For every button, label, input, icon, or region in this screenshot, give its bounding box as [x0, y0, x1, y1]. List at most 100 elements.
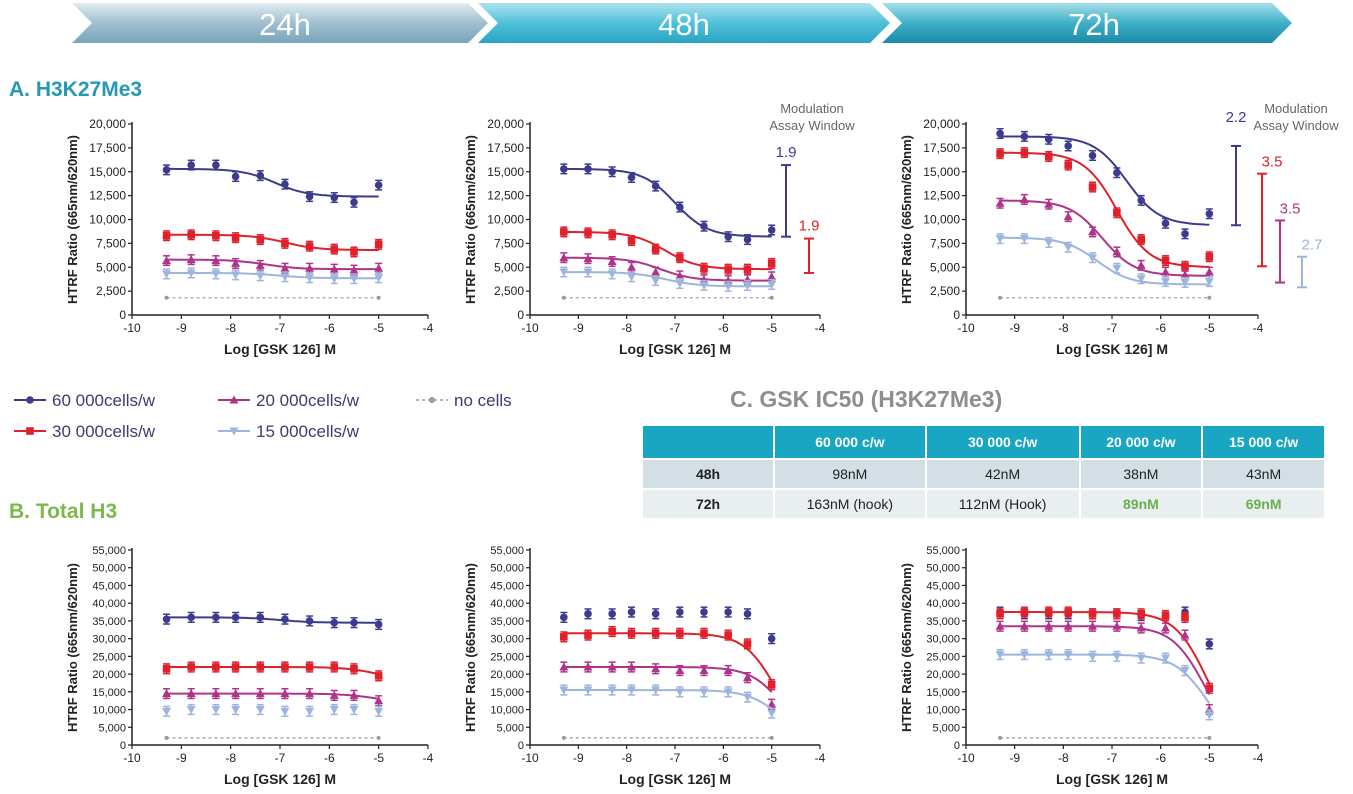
series-60-000cells/w [560, 163, 776, 246]
data-point [212, 231, 220, 240]
series-15-000cells/w [162, 703, 384, 717]
y-tick-label: 10,000 [92, 705, 126, 717]
data-point [1044, 608, 1053, 616]
data-point [350, 664, 358, 673]
x-tick-label: -9 [176, 321, 187, 335]
y-tick-label: 45,000 [92, 580, 126, 592]
y-axis-label: HTRF Ratio (665nm/620nm) [899, 563, 914, 732]
y-tick-label: 17,500 [923, 141, 960, 155]
data-point [651, 664, 661, 673]
annotation-title-line: Modulation [1264, 101, 1328, 116]
y-tick-label: 10,000 [490, 705, 524, 717]
x-tick-label: -7 [275, 321, 286, 335]
data-point [743, 265, 752, 273]
y-tick-label: 45,000 [490, 580, 524, 592]
data-point [256, 663, 265, 671]
data-point [559, 662, 569, 671]
series-no-cells [561, 735, 774, 740]
fit-curve [1000, 236, 1210, 286]
data-point [1161, 278, 1171, 287]
fit-curve [1000, 199, 1210, 277]
x-tick-label: -5 [373, 751, 384, 765]
table-row: 72h 163nM (hook) 112nM (Hook) 89nM 69nM [643, 490, 1324, 518]
data-point [211, 706, 221, 715]
data-point [162, 707, 172, 716]
data-point [1112, 621, 1122, 630]
y-tick-label: 40,000 [92, 598, 126, 610]
data-point [329, 690, 339, 699]
legend-item: 60 000cells/w [14, 391, 156, 410]
x-tick-label: -10 [123, 321, 141, 335]
data-point [305, 617, 314, 625]
y-tick-label: 15,000 [490, 687, 524, 699]
data-point [607, 662, 617, 671]
legend-item: 20 000cells/w [218, 391, 360, 410]
series-60-000cells/w [560, 606, 776, 645]
data-point [280, 263, 290, 272]
data-point [1161, 256, 1170, 265]
data-point [255, 260, 265, 269]
y-tick-label: 35,000 [92, 616, 126, 628]
series-20-000cells/w [559, 661, 777, 710]
data-point [1181, 613, 1189, 622]
data-point [162, 256, 172, 265]
x-tick-label: -6 [1155, 321, 1166, 335]
data-point [1064, 161, 1072, 169]
data-point [256, 235, 265, 244]
y-tick-label: 15,000 [92, 687, 126, 699]
y-tick-label: 55,000 [926, 545, 960, 557]
y-tick-label: 50,000 [926, 563, 960, 575]
data-point [627, 662, 636, 671]
data-point [187, 230, 195, 239]
x-tick-label: -7 [670, 321, 681, 335]
x-tick-label: -6 [718, 321, 729, 335]
x-tick-label: -9 [573, 321, 584, 335]
data-point [607, 257, 617, 266]
data-point [676, 629, 684, 638]
table-cell: 38nM [1080, 460, 1202, 488]
data-point [700, 608, 708, 616]
data-point [675, 688, 685, 697]
y-tick-label: 25,000 [926, 651, 960, 663]
table-header: 20 000 c/w [1080, 426, 1202, 458]
x-tick-label: -4 [815, 321, 826, 335]
data-point [350, 618, 358, 627]
x-tick-label: -6 [324, 321, 335, 335]
x-tick-label: -6 [324, 751, 335, 765]
data-point [1204, 278, 1214, 287]
data-point [584, 165, 592, 173]
data-point [212, 663, 220, 671]
x-tick-label: -7 [1107, 321, 1118, 335]
series-no-cells [164, 295, 381, 300]
table-cell: 42nM [926, 460, 1079, 488]
y-tick-label: 20,000 [490, 669, 524, 681]
section-c-title: C. GSK IC50 (H3K27Me3) [730, 386, 1003, 412]
y-tick-label: 0 [517, 308, 524, 322]
x-tick-label: -6 [718, 751, 729, 765]
data-point [1205, 209, 1214, 218]
y-tick-label: 5,000 [96, 260, 126, 274]
fit-curve [563, 231, 772, 271]
data-point [584, 229, 592, 237]
data-point [1181, 262, 1189, 271]
y-tick-label: 10,000 [89, 213, 126, 227]
section-b-title: B. Total H3 [9, 500, 117, 523]
series-30-000cells/w [996, 147, 1214, 272]
no-cells-point [1207, 735, 1212, 740]
data-point [1063, 243, 1073, 252]
y-tick-label: 55,000 [490, 545, 524, 557]
data-point [349, 706, 359, 715]
data-point [700, 264, 708, 273]
fit-curve [563, 256, 772, 282]
data-point [996, 149, 1004, 158]
x-tick-label: -5 [1204, 321, 1215, 335]
x-axis-label: Log [GSK 126] M [1056, 341, 1168, 357]
series-60-000cells/w [162, 611, 383, 631]
chart-total-h3-24h: -10 -9 -8 -7 -6 -5 -4 0 5,000 10,000 15,000 20,000 2… [65, 545, 434, 787]
data-point [1204, 267, 1214, 276]
x-tick-label: -8 [621, 321, 632, 335]
x-tick-label: -5 [1204, 751, 1215, 765]
data-point [767, 226, 776, 234]
y-tick-label: 40,000 [926, 598, 960, 610]
data-point [280, 273, 290, 282]
